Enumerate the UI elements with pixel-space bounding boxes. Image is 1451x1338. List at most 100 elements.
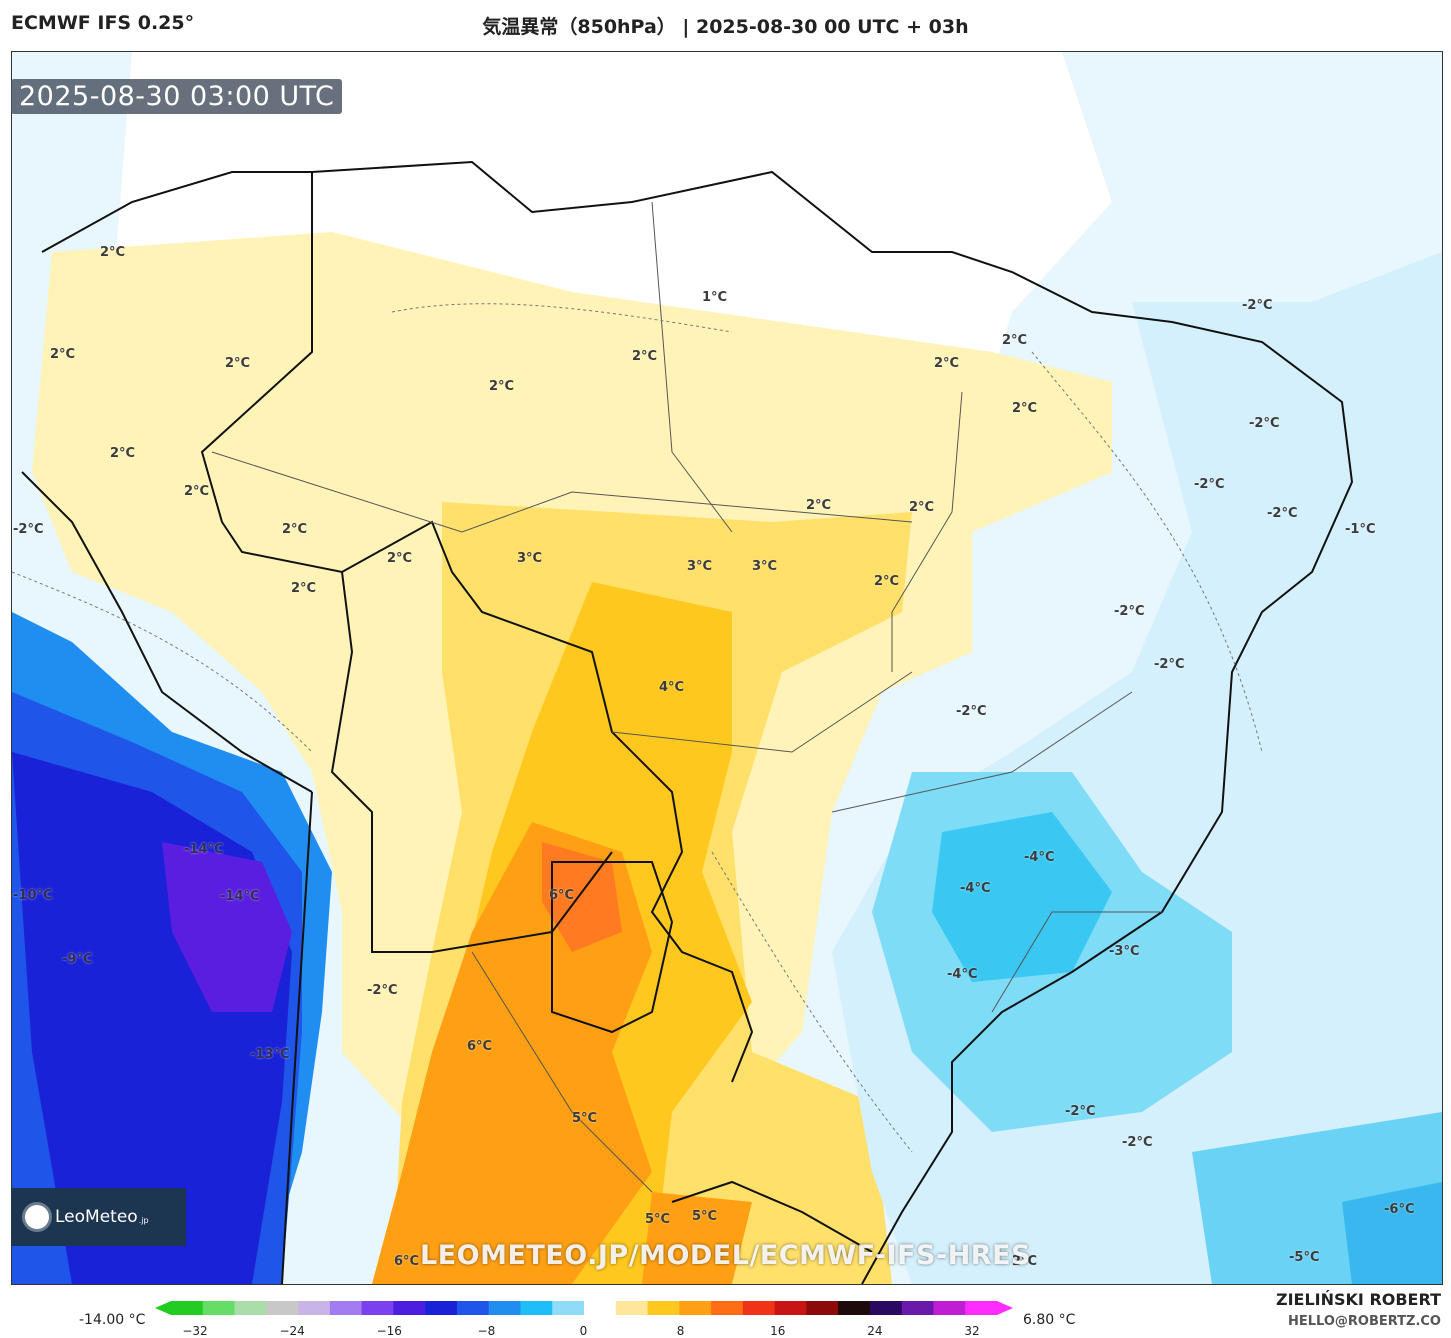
sun-icon bbox=[25, 1205, 49, 1229]
temperature-label: -4°C bbox=[1024, 850, 1055, 865]
temperature-label: 1°C bbox=[702, 290, 728, 305]
colorbar-swatch bbox=[711, 1301, 744, 1315]
colorbar-swatch bbox=[361, 1301, 394, 1315]
border-brazil-west bbox=[200, 172, 754, 1083]
temperature-label: -9°C bbox=[62, 952, 93, 967]
colorbar-tick-label: 16 bbox=[770, 1324, 786, 1338]
temperature-label: -2°C bbox=[1114, 604, 1145, 619]
colorbar-min-label: -14.00 °C bbox=[79, 1312, 146, 1328]
colorbar-right-arrow bbox=[997, 1301, 1013, 1315]
temperature-label: -14°C bbox=[220, 889, 260, 904]
temperature-label: 6°C bbox=[394, 1254, 420, 1269]
temperature-label: 3°C bbox=[517, 551, 543, 566]
author-name: ZIELIŃSKI ROBERT bbox=[1275, 1290, 1441, 1309]
temperature-label: 3°C bbox=[752, 559, 778, 574]
colorbar-swatch bbox=[552, 1301, 585, 1315]
colorbar-swatch bbox=[965, 1301, 998, 1315]
country-borders bbox=[21, 160, 1354, 1284]
temperature-label: 5°C bbox=[572, 1111, 598, 1126]
warm-area-hot-south bbox=[642, 1192, 752, 1284]
warm-area-hot bbox=[542, 842, 622, 952]
temperature-label: -13°C bbox=[250, 1047, 290, 1062]
temperature-label: 2°C bbox=[909, 500, 935, 515]
contour-lines bbox=[12, 303, 1263, 1153]
colorbar-tick-label: −24 bbox=[279, 1324, 305, 1338]
colorbar-swatch bbox=[298, 1301, 331, 1315]
temperature-label: 2°C bbox=[50, 347, 76, 362]
colorbar-tick-label: −8 bbox=[477, 1324, 496, 1338]
colorbar-swatch bbox=[584, 1301, 617, 1315]
temperature-label: 2°C bbox=[632, 349, 658, 364]
border-peru bbox=[21, 471, 313, 793]
temperature-label: 3°C bbox=[687, 559, 713, 574]
colorbar bbox=[155, 1301, 1013, 1315]
temperature-label: 2°C bbox=[1012, 401, 1038, 416]
temperature-label: 2°C bbox=[225, 356, 251, 371]
leometeo-logo[interactable]: LeoMeteo .jp bbox=[11, 1188, 186, 1246]
temperature-label: -2°C bbox=[956, 704, 987, 719]
temperature-label: -2°C bbox=[1242, 298, 1273, 313]
colorbar-swatch bbox=[520, 1301, 553, 1315]
temperature-label: 4°C bbox=[659, 680, 685, 695]
border-bolivia bbox=[330, 571, 613, 953]
colorbar-swatch bbox=[742, 1301, 776, 1315]
colorbar-swatch bbox=[615, 1301, 649, 1315]
colorbar-swatch bbox=[234, 1301, 267, 1315]
temperature-label: 2°C bbox=[100, 245, 126, 260]
temperature-label: 2°C bbox=[1012, 1254, 1038, 1269]
colorbar-tick-label: 32 bbox=[964, 1324, 980, 1338]
colorbar-swatch bbox=[806, 1301, 839, 1315]
temperature-label: 2°C bbox=[806, 498, 832, 513]
model-title: ECMWF IFS 0.25° bbox=[11, 12, 195, 34]
colorbar-swatch bbox=[901, 1301, 935, 1315]
temperature-label: -1°C bbox=[1345, 522, 1376, 537]
border-uruguay bbox=[671, 1180, 873, 1253]
border-paraguay bbox=[551, 861, 674, 1034]
temperature-label: -6°C bbox=[1384, 1202, 1415, 1217]
colorbar-max-label: 6.80 °C bbox=[1023, 1312, 1076, 1328]
border-colombia bbox=[41, 171, 312, 253]
colorbar-swatch bbox=[488, 1301, 522, 1315]
temperature-label: 2°C bbox=[282, 522, 308, 537]
temperature-label: 2°C bbox=[874, 574, 900, 589]
temperature-label: 5°C bbox=[645, 1212, 671, 1227]
chart-title: 気温異常（850hPa） | 2025-08-30 00 UTC + 03h bbox=[482, 16, 969, 38]
colorbar-swatch bbox=[329, 1301, 363, 1315]
colorbar-swatch bbox=[933, 1301, 966, 1315]
anomaly-map bbox=[12, 52, 1442, 1284]
colorbar-tick-label: −16 bbox=[376, 1324, 402, 1338]
colorbar-tick-label: 24 bbox=[867, 1324, 883, 1338]
temperature-label: 2°C bbox=[291, 581, 317, 596]
author-email: HELLO@ROBERTZ.CO bbox=[1287, 1314, 1441, 1329]
watermark-url: LEOMETEO.JP/MODEL/ECMWF-IFS-HRES bbox=[420, 1240, 1031, 1271]
colorbar-swatch bbox=[456, 1301, 490, 1315]
colorbar-left-arrow bbox=[155, 1301, 171, 1315]
temperature-label: 2°C bbox=[1002, 333, 1028, 348]
cool-area-southeast bbox=[1342, 1182, 1442, 1284]
timestamp-badge: 2025-08-30 03:00 UTC bbox=[11, 79, 343, 114]
temperature-label: -2°C bbox=[1249, 416, 1280, 431]
temperature-label: -2°C bbox=[1267, 506, 1298, 521]
cold-area-pacific-min bbox=[162, 842, 292, 1012]
colorbar-swatch bbox=[393, 1301, 426, 1315]
temperature-label: 5°C bbox=[692, 1209, 718, 1224]
temperature-label: 2°C bbox=[387, 551, 413, 566]
temperature-label: -2°C bbox=[13, 522, 44, 537]
border-argentina-chile bbox=[281, 791, 313, 1284]
colorbar-swatch bbox=[647, 1301, 680, 1315]
temperature-label: -4°C bbox=[960, 881, 991, 896]
colorbar-swatch bbox=[679, 1301, 712, 1315]
logo-suffix: .jp bbox=[138, 1215, 149, 1225]
temperature-label: -4°C bbox=[947, 967, 978, 982]
temperature-label: -2°C bbox=[1122, 1135, 1153, 1150]
temperature-label: -2°C bbox=[1154, 657, 1185, 672]
colorbar-swatch bbox=[838, 1301, 871, 1315]
map-area[interactable]: 2°C 1°C 2°C 2°C 2°C 2°C 2°C 2°C 2°C 2°C 2°C 2°C 2°C 2… bbox=[11, 51, 1443, 1285]
temperature-label: 6°C bbox=[549, 888, 575, 903]
logo-text: LeoMeteo bbox=[55, 1207, 138, 1227]
temperature-label: -2°C bbox=[1065, 1104, 1096, 1119]
temperature-label: -2°C bbox=[1194, 477, 1225, 492]
temperature-label: 2°C bbox=[184, 484, 210, 499]
colorbar-swatch bbox=[425, 1301, 458, 1315]
temperature-label: -14°C bbox=[184, 842, 224, 857]
